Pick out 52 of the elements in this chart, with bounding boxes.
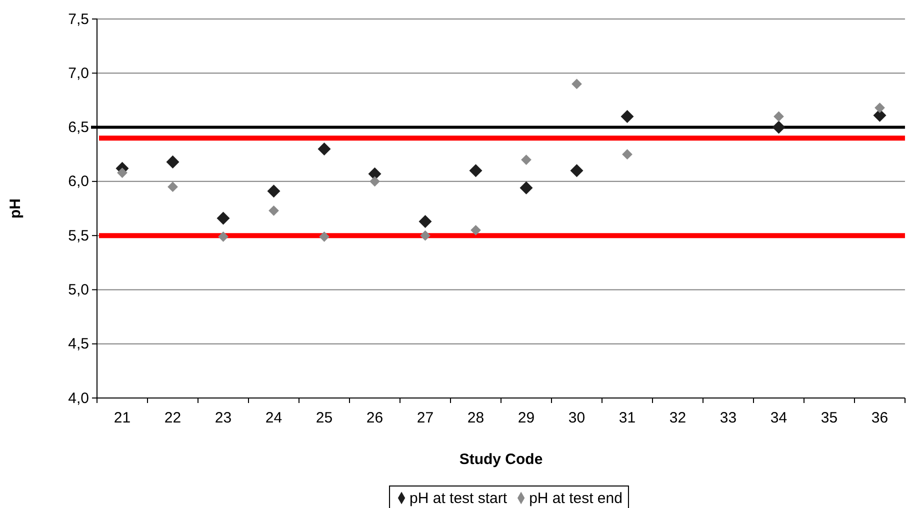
x-tick-label: 34 (770, 410, 788, 427)
point (469, 164, 482, 178)
point (521, 154, 532, 165)
x-tick-label: 21 (114, 410, 131, 427)
point (520, 181, 533, 194)
point (570, 164, 584, 178)
point (873, 108, 886, 122)
point (470, 224, 481, 236)
x-tick-label: 23 (214, 410, 232, 427)
point (420, 230, 430, 241)
y-tick-label: 7,5 (68, 10, 89, 28)
x-tick-label: 26 (366, 410, 384, 427)
y-tick-label: 7,0 (68, 64, 89, 82)
legend-label: pH at test start (410, 490, 508, 507)
x-tick-label: 24 (265, 410, 282, 427)
point (620, 110, 634, 123)
x-tick-label: 22 (164, 410, 182, 427)
y-axis-title: pH (7, 198, 24, 218)
x-axis-title: Study Code (459, 451, 543, 468)
point (874, 102, 885, 113)
point (267, 184, 280, 198)
point (168, 182, 178, 192)
x-tick-label: 29 (518, 410, 535, 427)
point (572, 78, 582, 90)
y-tick-label: 4,5 (68, 336, 89, 353)
x-tick-label: 28 (467, 410, 484, 427)
x-tick-label: 35 (820, 410, 838, 427)
x-tick-label: 32 (669, 410, 686, 427)
y-tick-label: 6,5 (68, 119, 89, 136)
x-tick-label: 31 (618, 410, 636, 427)
point (774, 111, 784, 122)
point (218, 231, 228, 242)
point (622, 149, 632, 160)
point (319, 231, 330, 242)
y-tick-label: 5,5 (68, 227, 89, 244)
point (216, 212, 230, 225)
y-tick-label: 4,0 (68, 390, 89, 407)
point (268, 205, 279, 216)
point (370, 176, 380, 187)
x-tick-label: 25 (316, 410, 333, 427)
point (772, 120, 786, 134)
point (418, 214, 432, 228)
point (318, 142, 331, 156)
point (166, 155, 180, 168)
x-tick-label: 30 (568, 410, 586, 427)
x-tick-label: 36 (871, 410, 888, 427)
x-tick-label: 33 (720, 410, 737, 427)
legend-label: pH at test end (529, 490, 622, 507)
x-tick-label: 27 (416, 410, 434, 427)
y-tick-label: 6,0 (68, 173, 89, 190)
y-tick-label: 5,0 (68, 282, 89, 299)
point (117, 168, 128, 178)
